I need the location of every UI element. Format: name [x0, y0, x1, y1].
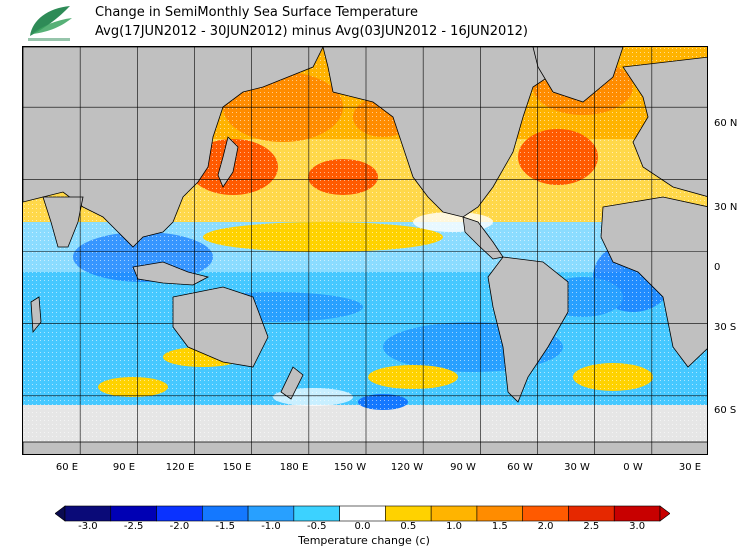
colorbar-label: Temperature change (c)	[298, 534, 430, 547]
colorbar-tick-label: 1.5	[491, 521, 508, 532]
lat-label-0: 0	[714, 262, 721, 273]
colorbar-tick-label: 2.0	[537, 521, 554, 532]
lon-label-90w: 90 W	[450, 462, 476, 473]
lat-label-30n: 30 N	[714, 202, 738, 213]
colorbar-tick-label: -3.0	[78, 521, 98, 532]
greenland-land	[532, 47, 624, 103]
africa-land	[600, 196, 707, 368]
antarctica-land	[23, 441, 707, 454]
colorbar-segment	[430, 505, 478, 522]
colorbar-under-arrow	[55, 505, 66, 522]
graticule	[23, 47, 707, 454]
lon-label-60w: 60 W	[507, 462, 533, 473]
colorbar-segment	[339, 505, 386, 522]
lon-label-30e: 30 E	[678, 462, 702, 473]
map-canvas	[23, 47, 707, 454]
lat-label-30s: 30 S	[714, 322, 737, 333]
japan-land	[217, 136, 239, 188]
lon-label-120w: 120 W	[390, 462, 424, 473]
sst-change-map	[22, 46, 708, 455]
colorbar-segment	[568, 505, 615, 522]
title-line-1: Change in SemiMonthly Sea Surface Temper…	[95, 5, 418, 20]
colorbar-tick-label: -1.0	[261, 521, 281, 532]
india-land	[42, 196, 84, 248]
land-masses	[23, 47, 707, 454]
colorbar-tick-label: 1.0	[446, 521, 462, 532]
colorbar-over-arrow	[659, 505, 670, 522]
lon-label-150w: 150 W	[333, 462, 367, 473]
colorbar-segment	[202, 505, 249, 522]
indonesia-land	[132, 261, 210, 286]
north-america-land	[322, 47, 584, 218]
madagascar-land	[30, 296, 42, 334]
lon-label-180e: 180 E	[279, 462, 309, 473]
lon-label-90e: 90 E	[112, 462, 136, 473]
temperature-colorbar	[55, 505, 670, 522]
colorbar-tick-label: 0.0	[354, 521, 371, 532]
colorbar-tick-label: 3.0	[629, 521, 646, 532]
map-title: Change in SemiMonthly Sea Surface Temper…	[95, 3, 528, 41]
lon-label-120e: 120 E	[165, 462, 195, 473]
colorbar-segment	[613, 505, 661, 522]
colorbar-tick-label: -0.5	[306, 521, 327, 532]
colorbar-segment	[110, 505, 157, 522]
lat-label-60s: 60 S	[714, 405, 737, 416]
south-america-land	[487, 256, 569, 403]
colorbar-tick-label: -2.5	[123, 521, 144, 532]
lon-label-150e: 150 E	[222, 462, 252, 473]
colorbar-tick-label: 2.5	[583, 521, 600, 532]
colorbar-tick-label: 0.5	[400, 521, 417, 532]
new-zealand-land	[280, 366, 304, 400]
colorbar-segment	[385, 505, 432, 522]
lon-label-60e: 60 E	[55, 462, 79, 473]
colorbar-segment	[522, 505, 569, 522]
colorbar-segment	[293, 505, 340, 522]
lon-label-30w: 30 W	[564, 462, 590, 473]
lon-label-0w: 0 W	[623, 462, 643, 473]
lat-label-60n: 60 N	[714, 118, 738, 129]
leaf-logo	[22, 2, 78, 44]
europe-land	[622, 56, 707, 197]
title-line-2: Avg(17JUN2012 - 30JUN2012) minus Avg(03J…	[95, 24, 528, 39]
colorbar-tick-label: -2.0	[169, 521, 190, 532]
colorbar-tick-label: -1.5	[215, 521, 235, 532]
colorbar-segment	[156, 505, 203, 522]
colorbar-segment	[64, 505, 112, 522]
australia-land	[172, 286, 269, 368]
colorbar-segment	[476, 505, 523, 522]
colorbar-segment	[247, 505, 295, 522]
